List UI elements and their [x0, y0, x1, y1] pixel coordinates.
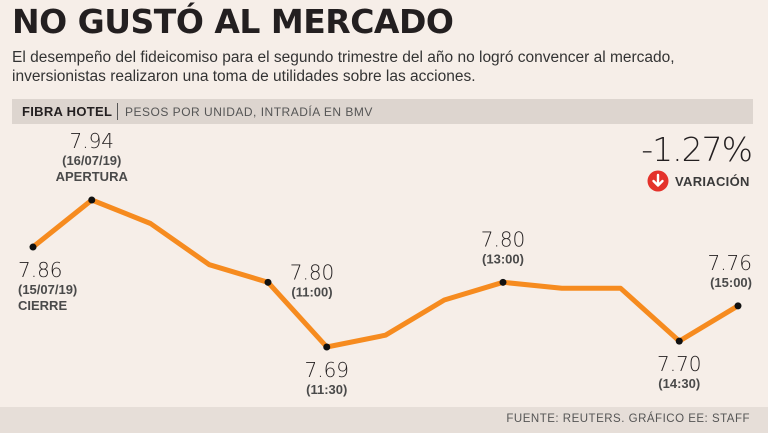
data-point	[29, 243, 37, 251]
source-credit: FUENTE: REUTERS. GRÁFICO EE: STAFF	[506, 413, 750, 425]
data-labels: 7.86(15/07/19)CIERRE 7.94(16/07/19)APERTU…	[18, 129, 752, 397]
subtitle: El desempeño del fideicomiso para el seg…	[12, 49, 675, 85]
data-point	[264, 278, 272, 286]
date-label: (11:30)	[306, 382, 347, 397]
value-label: 7.70	[657, 352, 702, 376]
date-label: APERTURA	[56, 169, 129, 184]
value-label: 7.80	[481, 227, 526, 251]
value-label: 7.80	[290, 260, 335, 284]
chart-title: FIBRA HOTEL	[22, 104, 113, 119]
chart-description: PESOS POR UNIDAD, INTRADÍA EN BMV	[125, 105, 373, 119]
date-label: (14:30)	[658, 376, 700, 391]
date-label: (11:00)	[291, 284, 332, 299]
footer: FUENTE: REUTERS. GRÁFICO EE: STAFF	[0, 407, 768, 433]
date-label: (15:00)	[710, 275, 752, 290]
value-label: 7.69	[304, 358, 349, 382]
date-label: CIERRE	[18, 298, 67, 313]
date-label: (13:00)	[482, 251, 524, 266]
value-label: 7.86	[18, 258, 63, 282]
date-label: (15/07/19)	[18, 282, 77, 297]
price-line	[30, 197, 741, 350]
data-point	[499, 278, 507, 286]
headline: NO GUSTÓ AL MERCADO	[12, 2, 454, 41]
chart-header-bar: FIBRA HOTEL PESOS POR UNIDAD, INTRADÍA E…	[12, 99, 753, 124]
data-point	[675, 337, 683, 345]
header-divider	[117, 103, 118, 120]
date-label: (16/07/19)	[62, 153, 121, 168]
value-label: 7.76	[707, 251, 752, 275]
data-point	[323, 343, 331, 351]
value-label: 7.94	[69, 129, 114, 153]
variation-value: -1.27%	[641, 130, 753, 169]
data-points	[29, 196, 742, 351]
data-point	[734, 302, 742, 310]
data-point	[88, 196, 96, 204]
variation-label: VARIACIÓN	[675, 174, 750, 189]
down-arrow-circle-icon	[647, 170, 669, 192]
